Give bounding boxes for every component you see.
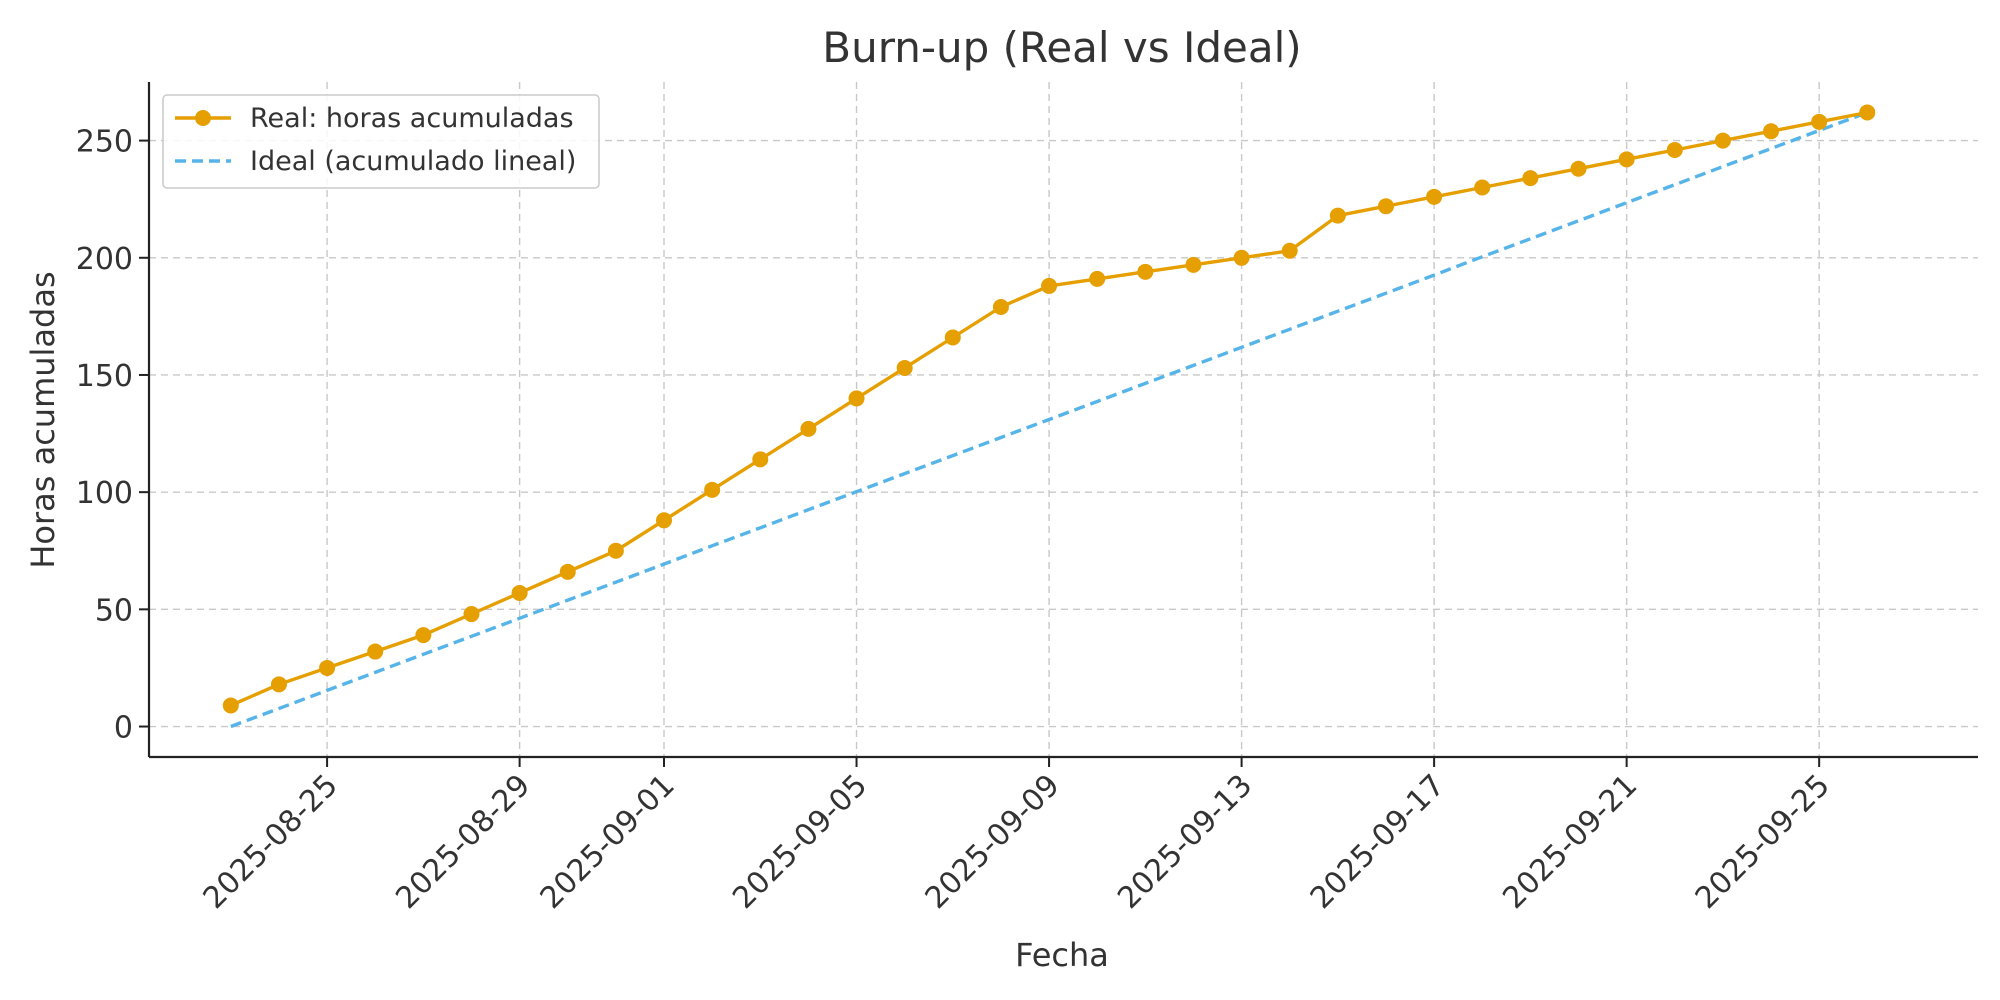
- real-data-point: [1522, 170, 1539, 187]
- real-data-point: [656, 512, 673, 529]
- real-data-point: [607, 542, 624, 559]
- y-tick-label: 200: [76, 242, 133, 277]
- chart-title: Burn-up (Real vs Ideal): [822, 23, 1301, 72]
- real-data-point: [1859, 104, 1876, 121]
- real-data-point: [1666, 141, 1683, 158]
- x-tick-label: 2025-09-09: [919, 768, 1067, 916]
- y-tick-label: 100: [76, 476, 133, 511]
- real-data-point: [1185, 256, 1202, 273]
- real-data-point: [1618, 151, 1635, 168]
- real-data-point: [222, 697, 239, 714]
- real-data-point: [800, 420, 817, 437]
- real-data-point: [1426, 188, 1443, 205]
- legend-label-real: Real: horas acumuladas: [250, 103, 574, 134]
- real-data-point: [752, 451, 769, 468]
- legend-marker-real: [195, 110, 211, 126]
- real-data-point: [1714, 132, 1731, 149]
- real-data-point: [1137, 263, 1154, 280]
- real-data-point: [1041, 277, 1058, 294]
- real-data-point: [463, 606, 480, 623]
- y-tick-label: 50: [95, 593, 133, 628]
- x-tick-label: 2025-08-29: [389, 768, 537, 916]
- real-data-point: [319, 659, 336, 676]
- x-tick-label: 2025-09-05: [726, 768, 874, 916]
- real-data-point: [704, 481, 721, 498]
- y-axis-label: Horas acumuladas: [24, 271, 62, 568]
- y-tick-label: 150: [76, 359, 133, 394]
- real-data-point: [1089, 270, 1106, 287]
- real-data-point: [1570, 160, 1587, 177]
- x-tick-label: 2025-09-17: [1304, 768, 1452, 916]
- legend-frame: [162, 94, 600, 189]
- x-tick-label: 2025-08-25: [197, 768, 345, 916]
- real-data-point: [511, 584, 528, 601]
- real-data-point: [1281, 242, 1298, 259]
- x-tick-label: 2025-09-01: [534, 768, 682, 916]
- y-tick-label: 0: [114, 711, 133, 746]
- x-axis-label: Fecha: [1015, 936, 1109, 974]
- y-tick-label: 250: [76, 125, 133, 160]
- ideal-series-line: [230, 110, 1868, 729]
- real-data-point: [270, 676, 287, 693]
- real-data-point: [1474, 179, 1491, 196]
- real-data-point: [559, 563, 576, 580]
- x-tick-label: 2025-09-21: [1496, 768, 1644, 916]
- real-data-point: [415, 627, 432, 644]
- real-data-point: [896, 359, 913, 376]
- legend-label-ideal: Ideal (acumulado lineal): [250, 146, 576, 177]
- real-data-point: [848, 390, 865, 407]
- series-layer: [222, 104, 1876, 729]
- real-data-point: [1329, 207, 1346, 224]
- real-data-point: [1377, 198, 1394, 215]
- real-data-point: [367, 643, 384, 660]
- legend: Real: horas acumuladas Ideal (acumulado …: [162, 94, 600, 189]
- x-tick-label: 2025-09-13: [1111, 768, 1259, 916]
- real-data-point: [1763, 123, 1780, 140]
- real-data-point: [1811, 113, 1828, 130]
- real-data-point: [1233, 249, 1250, 266]
- real-data-point: [992, 299, 1009, 315]
- x-tick-label: 2025-09-25: [1689, 768, 1837, 916]
- real-data-point: [944, 329, 961, 346]
